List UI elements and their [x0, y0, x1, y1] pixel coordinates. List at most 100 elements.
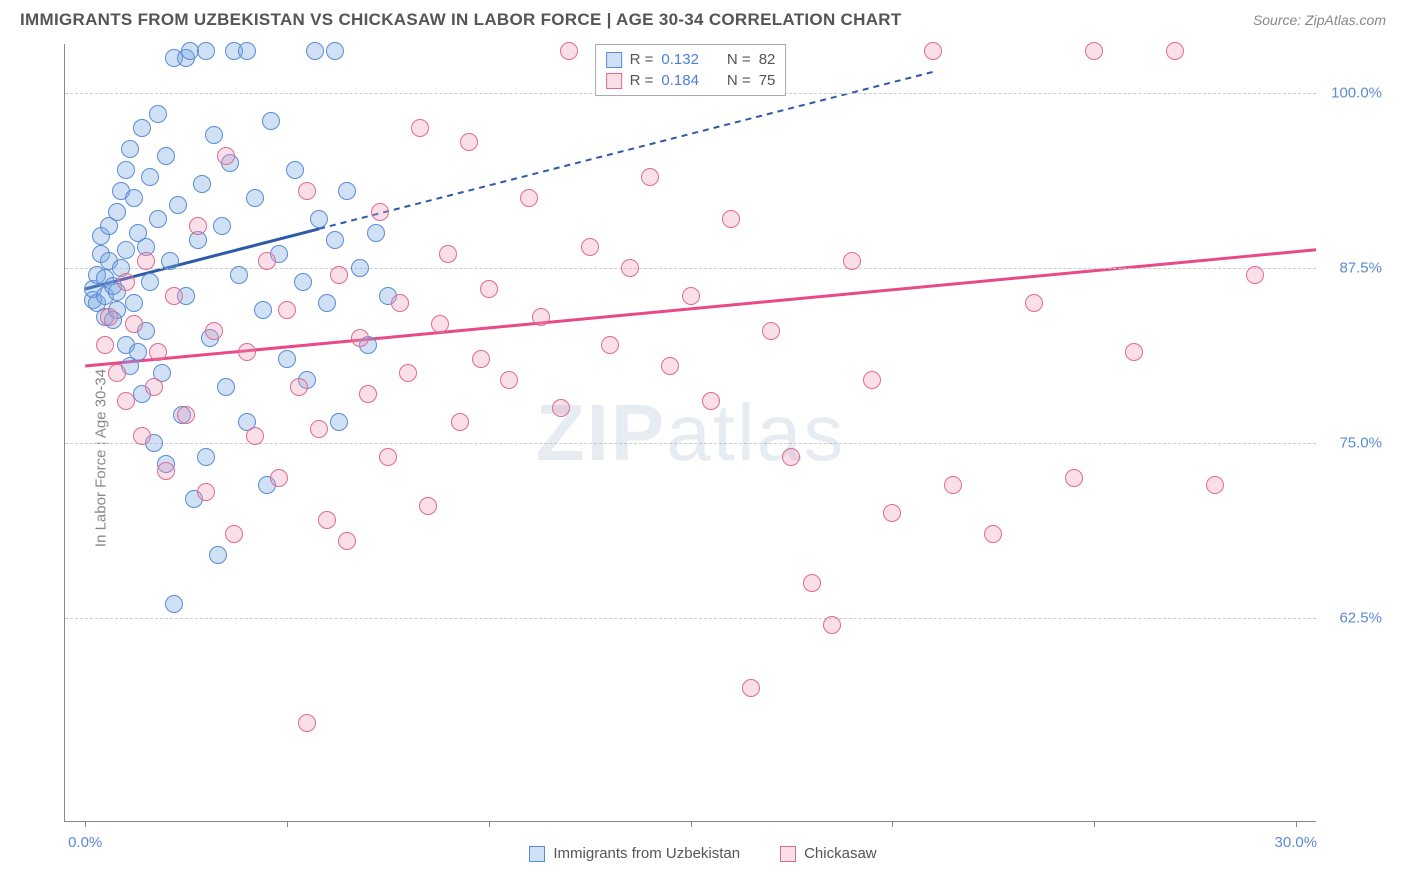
scatter-point: [197, 42, 215, 60]
scatter-point: [330, 413, 348, 431]
scatter-point: [205, 126, 223, 144]
scatter-point: [359, 385, 377, 403]
scatter-point: [197, 483, 215, 501]
x-tick: [1296, 821, 1297, 827]
scatter-point: [100, 308, 118, 326]
scatter-point: [843, 252, 861, 270]
scatter-point: [460, 133, 478, 151]
scatter-point: [399, 364, 417, 382]
scatter-point: [560, 42, 578, 60]
scatter-point: [722, 210, 740, 228]
scatter-point: [157, 147, 175, 165]
legend-stat-row: R = 0.132 N = 82: [606, 49, 776, 70]
scatter-point: [367, 224, 385, 242]
n-value: 75: [759, 72, 776, 89]
scatter-point: [149, 210, 167, 228]
grid-line: [65, 268, 1316, 269]
scatter-point: [379, 448, 397, 466]
legend-series-label: Chickasaw: [804, 845, 877, 862]
scatter-point: [439, 245, 457, 263]
scatter-point: [238, 343, 256, 361]
legend-series-item: Chickasaw: [780, 845, 877, 862]
scatter-point: [924, 42, 942, 60]
y-tick-label: 100.0%: [1322, 85, 1382, 102]
scatter-point: [149, 343, 167, 361]
scatter-point: [326, 42, 344, 60]
scatter-point: [205, 322, 223, 340]
scatter-point: [246, 427, 264, 445]
scatter-point: [1085, 42, 1103, 60]
scatter-point: [1025, 294, 1043, 312]
legend-swatch: [529, 846, 545, 862]
x-tick: [85, 821, 86, 827]
scatter-point: [532, 308, 550, 326]
scatter-point: [108, 203, 126, 221]
n-value: 82: [759, 51, 776, 68]
x-tick: [691, 821, 692, 827]
scatter-point: [117, 241, 135, 259]
scatter-point: [217, 147, 235, 165]
chart-title: IMMIGRANTS FROM UZBEKISTAN VS CHICKASAW …: [20, 10, 902, 30]
scatter-point: [419, 497, 437, 515]
plot-area: ZIPatlas R = 0.132 N = 82 R = 0.184 N = …: [64, 44, 1316, 822]
scatter-point: [96, 336, 114, 354]
scatter-point: [121, 140, 139, 158]
scatter-point: [117, 273, 135, 291]
scatter-point: [262, 112, 280, 130]
scatter-point: [169, 196, 187, 214]
scatter-point: [294, 273, 312, 291]
legend-swatch: [606, 52, 622, 68]
scatter-point: [137, 252, 155, 270]
scatter-point: [480, 280, 498, 298]
scatter-point: [1125, 343, 1143, 361]
scatter-point: [209, 546, 227, 564]
scatter-point: [310, 420, 328, 438]
scatter-point: [552, 399, 570, 417]
scatter-point: [278, 301, 296, 319]
scatter-point: [141, 168, 159, 186]
scatter-point: [161, 252, 179, 270]
scatter-point: [149, 105, 167, 123]
scatter-point: [310, 210, 328, 228]
legend-stats: R = 0.132 N = 82 R = 0.184 N = 75: [595, 44, 787, 96]
chart-area: In Labor Force | Age 30-34 ZIPatlas R = …: [20, 44, 1386, 872]
legend-series: Immigrants from Uzbekistan Chickasaw: [20, 845, 1386, 862]
scatter-point: [351, 329, 369, 347]
n-label: N =: [727, 72, 751, 89]
scatter-point: [1166, 42, 1184, 60]
scatter-point: [125, 294, 143, 312]
scatter-point: [133, 427, 151, 445]
legend-series-item: Immigrants from Uzbekistan: [529, 845, 740, 862]
scatter-point: [601, 336, 619, 354]
scatter-point: [258, 252, 276, 270]
scatter-point: [823, 616, 841, 634]
scatter-point: [286, 161, 304, 179]
scatter-point: [621, 259, 639, 277]
scatter-point: [165, 595, 183, 613]
scatter-point: [762, 322, 780, 340]
scatter-point: [330, 266, 348, 284]
scatter-point: [1065, 469, 1083, 487]
scatter-point: [213, 217, 231, 235]
scatter-point: [581, 238, 599, 256]
scatter-point: [129, 343, 147, 361]
scatter-point: [225, 525, 243, 543]
r-label: R =: [630, 72, 654, 89]
scatter-point: [863, 371, 881, 389]
scatter-point: [230, 266, 248, 284]
x-tick: [1094, 821, 1095, 827]
n-label: N =: [727, 51, 751, 68]
scatter-point: [351, 259, 369, 277]
scatter-point: [984, 525, 1002, 543]
scatter-point: [298, 182, 316, 200]
scatter-point: [246, 189, 264, 207]
scatter-point: [278, 350, 296, 368]
scatter-point: [338, 532, 356, 550]
scatter-point: [125, 315, 143, 333]
scatter-point: [117, 161, 135, 179]
scatter-point: [145, 378, 163, 396]
scatter-point: [472, 350, 490, 368]
scatter-point: [298, 714, 316, 732]
scatter-point: [803, 574, 821, 592]
scatter-point: [217, 378, 235, 396]
